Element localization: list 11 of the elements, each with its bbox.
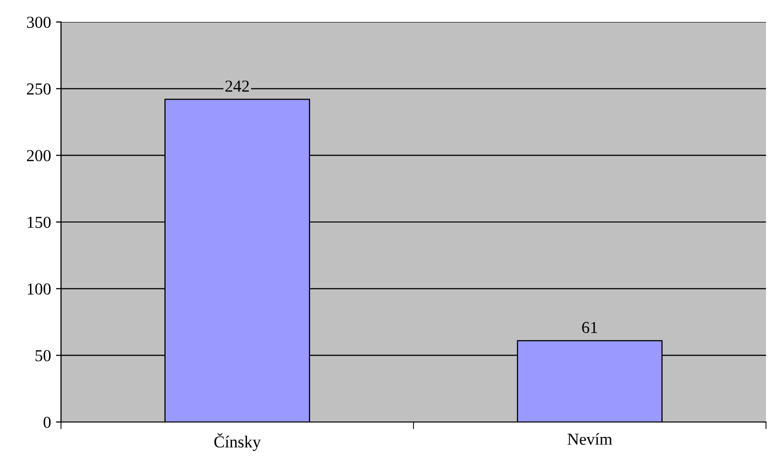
y-tick-label: 150: [28, 216, 51, 228]
y-tick-label: 200: [27, 150, 51, 162]
x-tick-label: Nevím: [568, 433, 612, 445]
y-tick-label: 100: [28, 283, 51, 295]
y-tick-label: 50: [36, 350, 51, 362]
y-tick-label: 300: [27, 16, 51, 28]
x-tick-label: Čínsky: [214, 433, 261, 451]
y-tick-label: 0: [44, 416, 51, 428]
y-tick-label: 250: [27, 83, 51, 95]
data-label: 61: [582, 322, 598, 334]
data-label: 242: [225, 80, 249, 92]
